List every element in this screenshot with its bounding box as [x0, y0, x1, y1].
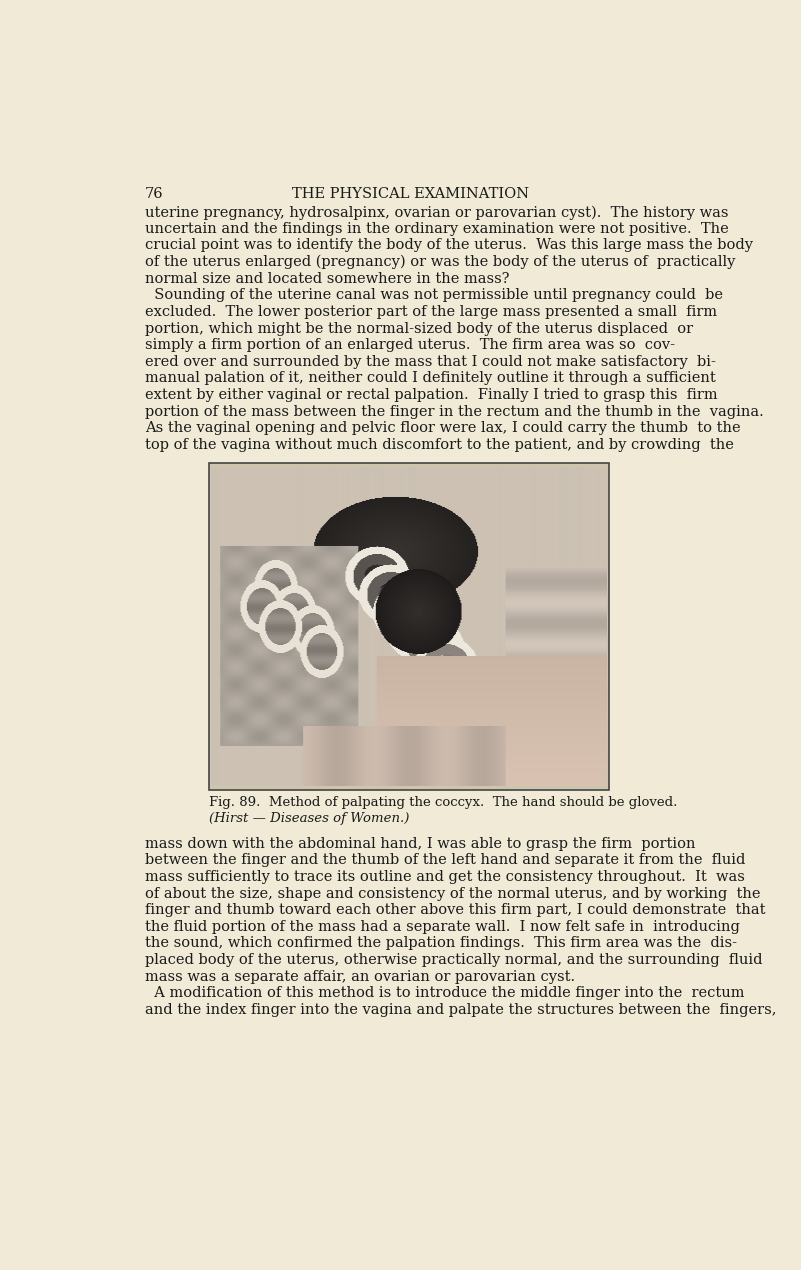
Text: crucial point was to identify the body of the uterus.  Was this large mass the b: crucial point was to identify the body o…	[145, 239, 753, 253]
Text: Fig. 89.  Method of palpating the coccyx.  The hand should be gloved.: Fig. 89. Method of palpating the coccyx.…	[209, 796, 677, 809]
Text: top of the vagina without much discomfort to the patient, and by crowding  the: top of the vagina without much discomfor…	[145, 438, 734, 452]
Text: portion of the mass between the finger in the rectum and the thumb in the  vagin: portion of the mass between the finger i…	[145, 405, 763, 419]
Text: the fluid portion of the mass had a separate wall.  I now felt safe in  introduc: the fluid portion of the mass had a sepa…	[145, 919, 739, 933]
Text: uncertain and the findings in the ordinary examination were not positive.  The: uncertain and the findings in the ordina…	[145, 222, 729, 236]
Text: uterine pregnancy, hydrosalpinx, ovarian or parovarian cyst).  The history was: uterine pregnancy, hydrosalpinx, ovarian…	[145, 206, 728, 220]
Text: mass was a separate affair, an ovarian or parovarian cyst.: mass was a separate affair, an ovarian o…	[145, 969, 575, 984]
Text: and the index finger into the vagina and palpate the structures between the  fin: and the index finger into the vagina and…	[145, 1003, 776, 1017]
Text: between the finger and the thumb of the left hand and separate it from the  flui: between the finger and the thumb of the …	[145, 853, 745, 867]
Text: manual palation of it, neither could I definitely outline it through a sufficien: manual palation of it, neither could I d…	[145, 371, 715, 385]
Text: (Hirst — Diseases of Women.): (Hirst — Diseases of Women.)	[209, 812, 409, 824]
Text: portion, which might be the normal-sized body of the uterus displaced  or: portion, which might be the normal-sized…	[145, 321, 693, 335]
Text: As the vaginal opening and pelvic floor were lax, I could carry the thumb  to th: As the vaginal opening and pelvic floor …	[145, 422, 740, 436]
Text: A modification of this method is to introduce the middle finger into the  rectum: A modification of this method is to intr…	[145, 987, 744, 1001]
Text: Sounding of the uterine canal was not permissible until pregnancy could  be: Sounding of the uterine canal was not pe…	[145, 288, 723, 302]
Text: extent by either vaginal or rectal palpation.  Finally I tried to grasp this  fi: extent by either vaginal or rectal palpa…	[145, 389, 718, 403]
Text: excluded.  The lower posterior part of the large mass presented a small  firm: excluded. The lower posterior part of th…	[145, 305, 717, 319]
Bar	[209, 462, 609, 790]
Text: ered over and surrounded by the mass that I could not make satisfactory  bi-: ered over and surrounded by the mass tha…	[145, 354, 716, 368]
Text: finger and thumb toward each other above this firm part, I could demonstrate  th: finger and thumb toward each other above…	[145, 903, 765, 917]
Text: mass sufficiently to trace its outline and get the consistency throughout.  It  : mass sufficiently to trace its outline a…	[145, 870, 745, 884]
Text: placed body of the uterus, otherwise practically normal, and the surrounding  fl: placed body of the uterus, otherwise pra…	[145, 952, 763, 966]
Text: simply a firm portion of an enlarged uterus.  The firm area was so  cov-: simply a firm portion of an enlarged ute…	[145, 338, 674, 352]
Text: of about the size, shape and consistency of the normal uterus, and by working  t: of about the size, shape and consistency…	[145, 886, 760, 900]
Text: normal size and located somewhere in the mass?: normal size and located somewhere in the…	[145, 272, 509, 286]
Text: THE PHYSICAL EXAMINATION: THE PHYSICAL EXAMINATION	[292, 187, 529, 201]
Text: the sound, which confirmed the palpation findings.  This firm area was the  dis-: the sound, which confirmed the palpation…	[145, 936, 737, 950]
Text: 76: 76	[145, 187, 163, 201]
Text: of the uterus enlarged (pregnancy) or was the body of the uterus of  practically: of the uterus enlarged (pregnancy) or wa…	[145, 255, 735, 269]
Text: mass down with the abdominal hand, I was able to grasp the firm  portion: mass down with the abdominal hand, I was…	[145, 837, 695, 851]
